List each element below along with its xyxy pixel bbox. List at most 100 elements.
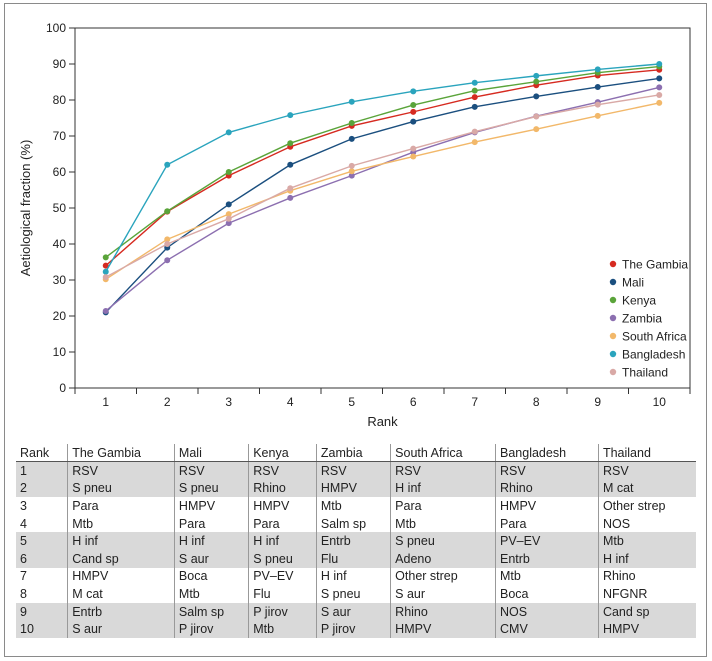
table-body: 1 RSV RSV RSV RSV RSV RSV RSV 2 S pneu S pneu Rhino… [16,461,696,638]
data-point [471,103,478,110]
pathogen-cell: HMPV [173,497,249,515]
pathogen-cell: RSV [67,461,175,480]
data-point [102,268,109,275]
pathogen-cell: NOS [495,602,599,621]
pathogen-cell: Adeno [390,549,496,568]
pathogen-cell: S pneu [173,479,249,498]
pathogen-cell: Entrb [315,532,391,550]
data-point [594,84,601,91]
data-point [410,88,417,95]
figure-frame [4,3,707,657]
legend-marker [609,260,617,268]
table-header-cell: Bangladesh [495,444,599,462]
pathogen-cell: P jirov [248,602,317,621]
pathogen-cell: Para [495,514,599,533]
rank-cell: 5 [16,532,68,550]
table-row: 8 M cat Mtb Flu S pneu S aur Boca NFGNR [16,585,696,603]
pathogen-cell: S aur [67,620,175,638]
rank-cell: 1 [16,461,68,480]
pathogen-cell: Mtb [315,497,391,515]
pathogen-cell: Boca [495,585,599,603]
data-point [656,84,663,91]
data-point [410,153,417,160]
data-point [594,112,601,119]
pathogen-cell: HMPV [315,479,391,498]
pathogen-cell: S pneu [67,479,175,498]
pathogen-cell: Other strep [597,497,696,515]
pathogen-cell: Cand sp [67,549,175,568]
pathogen-cell: NFGNR [597,585,696,603]
data-point [287,185,294,192]
x-tick-label: 6 [410,395,417,409]
pathogen-cell: Para [248,514,317,533]
pathogen-cell: Entrb [495,549,599,568]
data-point [225,129,232,136]
legend-marker [609,368,617,376]
pathogen-cell: H inf [248,532,317,550]
data-point [225,215,232,222]
data-point [164,208,171,215]
pathogen-cell: S pneu [248,549,317,568]
table-row: 7 HMPV Boca PV–EV H inf Other strep Mtb Rhino [16,567,696,586]
pathogen-cell: P jirov [315,620,391,638]
x-tick-label: 3 [225,395,232,409]
y-tick-label: 80 [53,93,67,107]
data-point [656,75,663,82]
series-line [105,69,660,267]
table-row: 10 S aur P jirov Mtb P jirov HMPV CMV HMPV [16,620,696,638]
data-point [225,220,232,227]
rank-cell: 3 [20,498,27,513]
pathogen-cell: RSV [495,461,599,480]
rank-cell: 9 [16,602,68,621]
data-point [225,169,232,175]
data-point [287,161,294,168]
data-point [164,161,171,168]
pathogen-cell: HMPV [248,497,317,515]
pathogen-cell: Entrb [67,602,175,621]
x-tick-label: 2 [164,395,171,409]
y-tick-label: 20 [53,309,67,323]
table-row: 4 Mtb Para Para Salm sp Mtb Para NOS [16,514,696,533]
pathogen-cell: S aur [390,585,496,603]
pathogen-cell: NOS [597,514,696,533]
pathogen-cell: Salm sp [173,602,249,621]
legend-label: The Gambia [622,258,688,272]
pathogen-cell: RSV [173,461,249,480]
data-point [594,101,601,108]
data-point [533,93,540,100]
table-header-cell: Rank [16,444,68,462]
table-row: 9 Entrb Salm sp P jirov S aur Rhino NOS Cand sp [16,602,696,621]
data-point [102,274,109,281]
pathogen-cell: Boca [173,567,249,586]
pathogen-cell: HMPV [597,620,696,638]
legend-marker [609,278,617,286]
data-point [533,78,540,85]
x-tick-label: 8 [533,395,540,409]
pathogen-cell: RSV [248,461,317,480]
legend-marker [609,314,617,322]
y-tick-label: 0 [59,381,66,395]
pathogen-cell: Flu [315,549,391,568]
data-point [656,61,663,67]
data-point [471,87,478,94]
data-point [410,145,417,152]
y-tick-label: 90 [53,57,67,71]
pathogen-cell: S pneu [315,585,391,603]
pathogen-cell: P jirov [173,620,249,638]
pathogen-cell: M cat [597,479,696,498]
x-tick-label: 4 [287,395,294,409]
pathogen-cell: Mtb [67,514,175,533]
pathogen-cell: HMPV [495,497,599,515]
data-point [287,112,294,119]
y-tick-label: 60 [53,165,67,179]
data-point [471,94,478,101]
legend: The Gambia Mali Kenya Zambia South Africa Ban… [609,258,688,380]
x-axis-title: Rank [367,414,398,429]
pathogen-cell: H inf [390,479,496,498]
y-tick-label: 30 [53,273,67,287]
table-header-cell: Zambia [315,444,391,462]
table-header-cell: South Africa [390,444,496,462]
x-tick-label: 1 [102,395,109,409]
